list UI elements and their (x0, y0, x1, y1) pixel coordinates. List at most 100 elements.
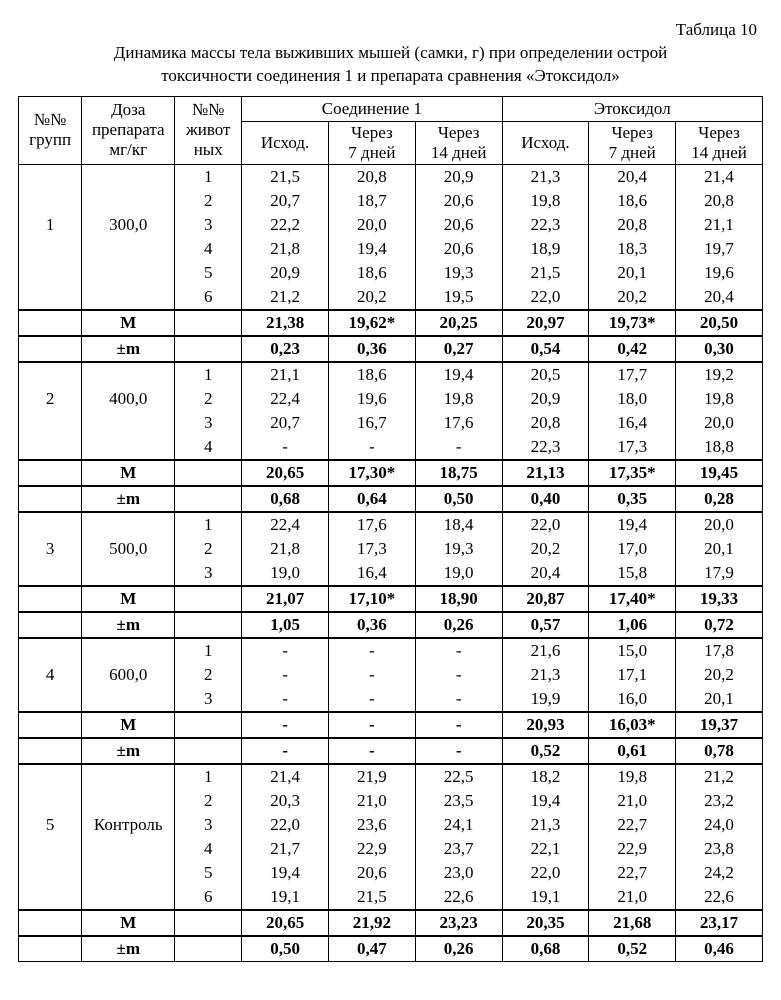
dose (82, 261, 175, 285)
animal-number: 2 (175, 789, 242, 813)
error-value: 0,26 (415, 936, 502, 962)
stat-error-row: ±m0,500,470,260,680,520,46 (19, 936, 763, 962)
table-row: 520,918,619,321,520,119,6 (19, 261, 763, 285)
compound-value: - (242, 687, 329, 712)
error-value: 0,23 (242, 336, 329, 362)
group-number (19, 164, 82, 189)
table-body: 121,520,820,921,320,421,4220,718,720,619… (19, 164, 763, 961)
group-number (19, 362, 82, 387)
dose: 300,0 (82, 213, 175, 237)
group-number (19, 189, 82, 213)
compound-value: 16,7 (328, 411, 415, 435)
stat-error-row: ±m0,680,640,500,400,350,28 (19, 486, 763, 512)
animal-number: 3 (175, 687, 242, 712)
compound-value: 22,6 (415, 885, 502, 910)
etoxidol-value: 20,9 (502, 387, 589, 411)
compound-value: 21,1 (242, 362, 329, 387)
etoxidol-value: 20,2 (676, 663, 763, 687)
empty (175, 336, 242, 362)
stat-label: ±m (82, 936, 175, 962)
etoxidol-value: 19,4 (589, 512, 676, 537)
etoxidol-value: 19,8 (676, 387, 763, 411)
compound-value: 20,0 (328, 213, 415, 237)
mean-value: 23,17 (676, 910, 763, 936)
table-number: Таблица 10 (18, 20, 757, 40)
stat-mean-row: М21,0717,10*18,9020,8717,40*19,33 (19, 586, 763, 612)
mean-value: - (328, 712, 415, 738)
stat-mean-row: М---20,9316,03*19,37 (19, 712, 763, 738)
etoxidol-value: 22,9 (589, 837, 676, 861)
compound-value: 21,4 (242, 764, 329, 789)
compound-value: 17,6 (415, 411, 502, 435)
mean-value: 23,23 (415, 910, 502, 936)
compound-value: - (328, 687, 415, 712)
error-value: 0,50 (242, 936, 329, 962)
error-value: - (415, 738, 502, 764)
dose (82, 512, 175, 537)
error-value: 0,72 (676, 612, 763, 638)
etoxidol-value: 20,5 (502, 362, 589, 387)
error-value: 0,78 (676, 738, 763, 764)
mean-value: 18,90 (415, 586, 502, 612)
group-number (19, 261, 82, 285)
etoxidol-value: 22,0 (502, 285, 589, 310)
compound-value: - (328, 435, 415, 460)
dose (82, 435, 175, 460)
group-number (19, 885, 82, 910)
mean-value: 19,62* (328, 310, 415, 336)
compound-value: 22,0 (242, 813, 329, 837)
mean-value: 20,93 (502, 712, 589, 738)
error-value: 0,68 (242, 486, 329, 512)
empty (175, 712, 242, 738)
animal-number: 3 (175, 411, 242, 435)
etoxidol-value: 22,3 (502, 213, 589, 237)
compound-value: 19,8 (415, 387, 502, 411)
etoxidol-value: 21,0 (589, 885, 676, 910)
compound-value: 21,9 (328, 764, 415, 789)
table-header: №№групп Дозапрепаратамг/кг №№животных Со… (19, 96, 763, 164)
etoxidol-value: 18,8 (676, 435, 763, 460)
table-row: 1300,0322,220,020,622,320,821,1 (19, 213, 763, 237)
compound-value: 21,8 (242, 537, 329, 561)
compound-value: 19,6 (328, 387, 415, 411)
stat-error-row: ±m---0,520,610,78 (19, 738, 763, 764)
compound-value: 19,4 (242, 861, 329, 885)
hdr-compound: Соединение 1 (242, 96, 502, 121)
group-number: 4 (19, 663, 82, 687)
etoxidol-value: 20,4 (502, 561, 589, 586)
empty (19, 936, 82, 962)
dose (82, 789, 175, 813)
compound-value: 23,5 (415, 789, 502, 813)
empty (175, 460, 242, 486)
error-value: 0,40 (502, 486, 589, 512)
error-value: 0,36 (328, 612, 415, 638)
hdr-dose: Дозапрепаратамг/кг (82, 96, 175, 164)
compound-value: - (328, 638, 415, 663)
compound-value: 22,2 (242, 213, 329, 237)
mean-value: 17,10* (328, 586, 415, 612)
table-row: 619,121,522,619,121,022,6 (19, 885, 763, 910)
etoxidol-value: 22,1 (502, 837, 589, 861)
etoxidol-value: 20,1 (676, 537, 763, 561)
stat-label: М (82, 910, 175, 936)
compound-value: 23,0 (415, 861, 502, 885)
compound-value: 20,6 (415, 189, 502, 213)
compound-value: - (242, 435, 329, 460)
etoxidol-value: 21,6 (502, 638, 589, 663)
error-value: 0,26 (415, 612, 502, 638)
compound-value: 18,4 (415, 512, 502, 537)
compound-value: 19,0 (415, 561, 502, 586)
mean-value: 20,35 (502, 910, 589, 936)
dose: 600,0 (82, 663, 175, 687)
mean-value: 19,33 (676, 586, 763, 612)
etoxidol-value: 17,0 (589, 537, 676, 561)
compound-value: - (242, 663, 329, 687)
etoxidol-value: 17,8 (676, 638, 763, 663)
mean-value: 19,37 (676, 712, 763, 738)
mean-value: 20,65 (242, 910, 329, 936)
compound-value: - (242, 638, 329, 663)
hdr-etoxidol: Этоксидол (502, 96, 762, 121)
error-value: 0,57 (502, 612, 589, 638)
compound-value: 20,2 (328, 285, 415, 310)
error-value: 0,54 (502, 336, 589, 362)
